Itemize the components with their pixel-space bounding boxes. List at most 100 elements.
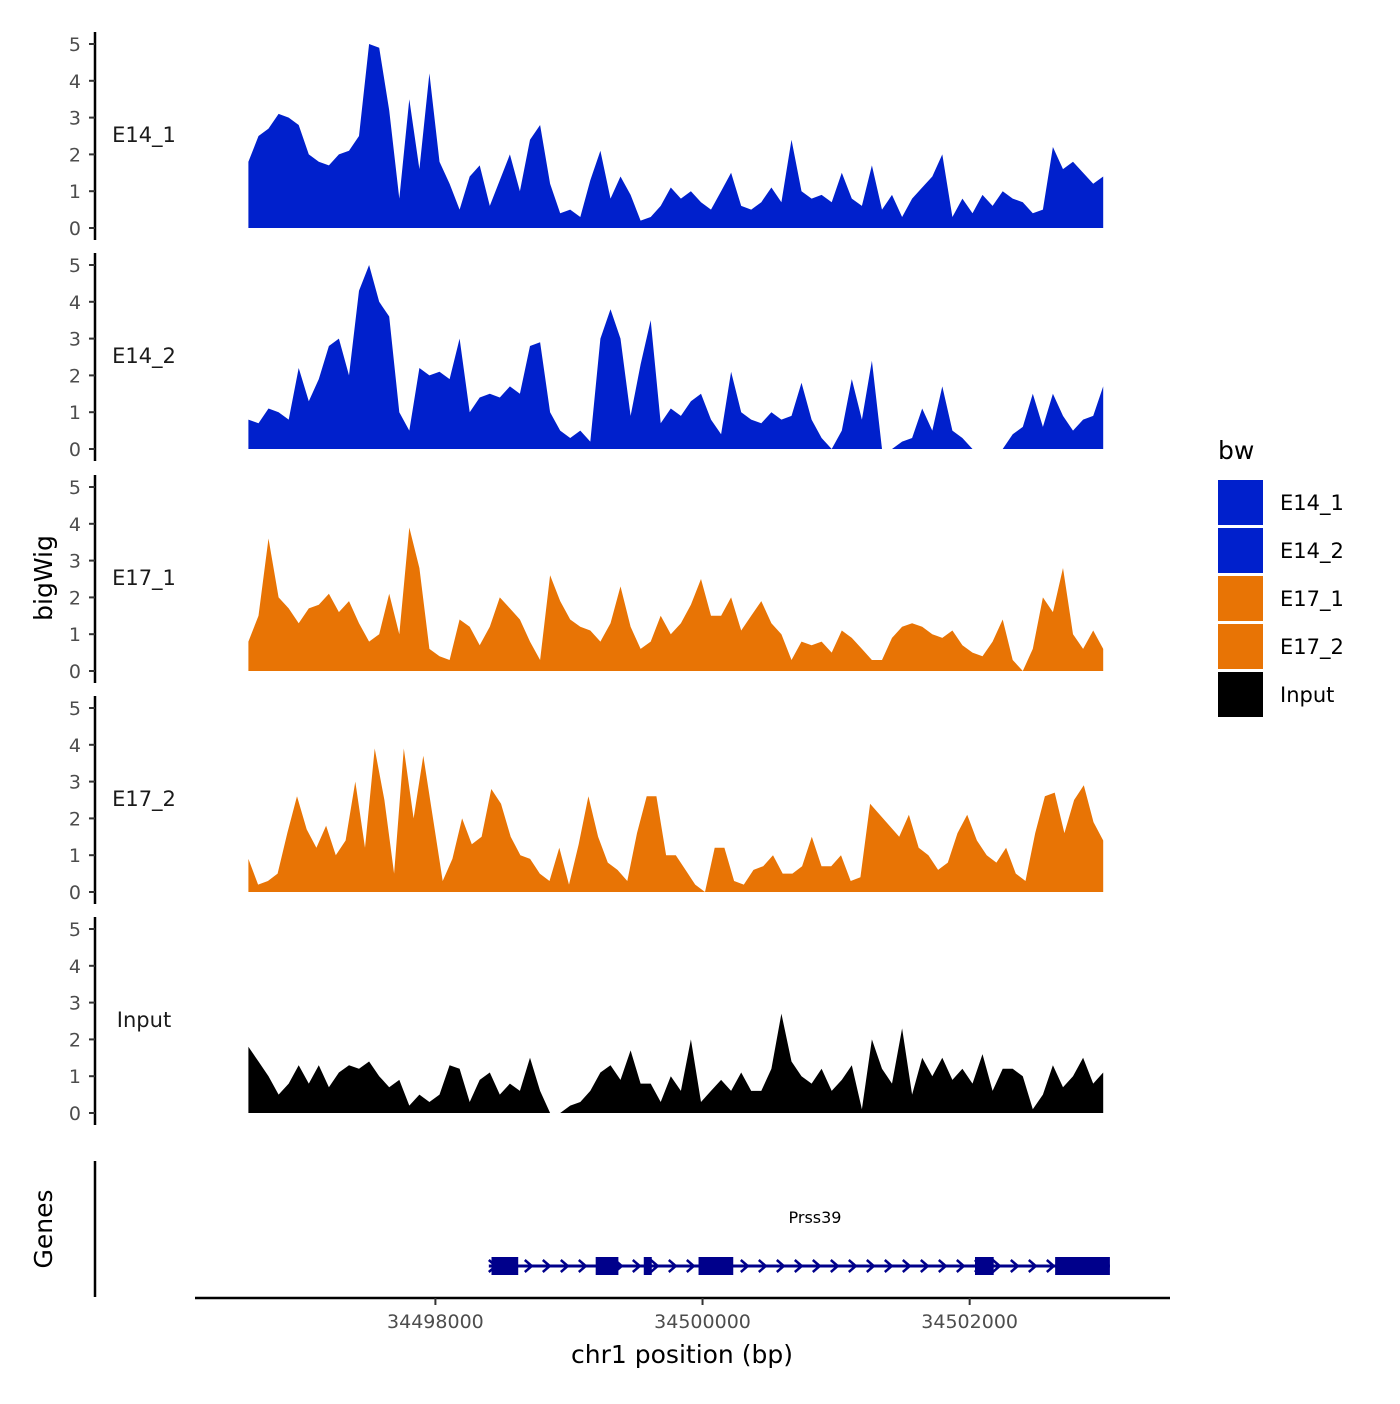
strand-arrow <box>649 1259 660 1273</box>
gene-name-label: Prss39 <box>789 1208 842 1227</box>
y-tick-label: 5 <box>69 255 81 277</box>
y-tick-label: 3 <box>69 108 81 130</box>
area-series-E17_1 <box>248 527 1104 671</box>
area-series-E14_2 <box>248 265 1104 449</box>
x-tick-label: 34500000 <box>654 1311 751 1333</box>
strand-arrow <box>937 1259 948 1273</box>
y-tick-label: 1 <box>69 1066 81 1088</box>
y-tick-label: 4 <box>69 735 81 757</box>
legend-swatch-E14_1 <box>1218 480 1263 525</box>
y-tick-label: 0 <box>69 439 81 461</box>
strand-arrow <box>757 1259 768 1273</box>
strand-arrow <box>793 1259 804 1273</box>
y-tick-label: 0 <box>69 218 81 240</box>
y-tick-label: 5 <box>69 477 81 499</box>
y-tick-label: 2 <box>69 365 81 387</box>
strand-arrow <box>919 1259 930 1273</box>
track-label: Input <box>117 1008 171 1032</box>
strand-arrow <box>991 1259 1002 1273</box>
x-tick-label: 34502000 <box>921 1311 1018 1333</box>
y-tick-label: 5 <box>69 919 81 941</box>
y-tick-label: 4 <box>69 292 81 314</box>
strand-arrow <box>1045 1259 1056 1273</box>
y-tick-label: 4 <box>69 956 81 978</box>
y-tick-label: 1 <box>69 402 81 424</box>
legend-title: bw <box>1218 436 1254 465</box>
track-E14_1: 0 1 2 3 4 5 E14_1 <box>69 32 1104 240</box>
legend-swatch-Input <box>1218 672 1263 717</box>
strand-arrow <box>577 1259 588 1273</box>
y-tick-label: 0 <box>69 1103 81 1125</box>
legend-label: E14_2 <box>1280 539 1344 564</box>
strand-arrow <box>775 1259 786 1273</box>
x-axis: 34498000 34500000 34502000 <box>195 1296 1170 1333</box>
strand-arrow <box>847 1259 858 1273</box>
y-tick-label: 1 <box>69 624 81 646</box>
gene-exon <box>975 1257 994 1275</box>
y-tick-label: 2 <box>69 144 81 166</box>
y-tick-label: 3 <box>69 772 81 794</box>
y-tick-label: 3 <box>69 993 81 1015</box>
area-series-E14_1 <box>248 44 1104 228</box>
strand-arrow <box>523 1259 534 1273</box>
gene-exon <box>643 1257 652 1275</box>
track-E17_1: 0 1 2 3 4 5 E17_1 <box>69 475 1104 683</box>
y-tick-label: 2 <box>69 587 81 609</box>
genes-axis-title: Genes <box>29 1189 58 1268</box>
axis-titles: bigWig Genes chr1 position (bp) <box>29 535 793 1369</box>
strand-arrow <box>739 1259 750 1273</box>
y-tick-label: 2 <box>69 1029 81 1051</box>
strand-arrow <box>829 1259 840 1273</box>
y-axis-title: bigWig <box>29 535 58 621</box>
legend-swatch-E14_2 <box>1218 528 1263 573</box>
strand-arrow <box>1027 1259 1038 1273</box>
tracks-layer: 0 1 2 3 4 5 E14_1 0 1 2 3 4 5 E14_2 0 1 2 3 4 5 E17_1 0 1 2 3 4 5 E… <box>69 32 1104 1125</box>
strand-arrow <box>1009 1259 1020 1273</box>
legend-label: E17_1 <box>1280 587 1344 612</box>
y-tick-label: 4 <box>69 71 81 93</box>
track-label: E14_2 <box>112 344 176 369</box>
strand-arrow <box>685 1259 696 1273</box>
area-series-Input <box>248 1013 1104 1113</box>
strand-arrow <box>955 1259 966 1273</box>
legend-label: E17_2 <box>1280 635 1344 660</box>
strand-arrow <box>901 1259 912 1273</box>
y-tick-label: 5 <box>69 34 81 56</box>
genes-layer: Prss39 <box>93 1161 1110 1297</box>
gene-exon <box>595 1257 619 1275</box>
area-series-E17_2 <box>248 748 1104 892</box>
track-E14_2: 0 1 2 3 4 5 E14_2 <box>69 253 1104 461</box>
y-tick-label: 4 <box>69 514 81 536</box>
legend-label: E14_1 <box>1280 491 1344 516</box>
strand-arrow <box>667 1259 678 1273</box>
y-tick-label: 3 <box>69 329 81 351</box>
strand-arrow <box>631 1259 642 1273</box>
strand-arrow <box>883 1259 894 1273</box>
track-Input: 0 1 2 3 4 5 Input <box>69 917 1104 1125</box>
legend: bw E14_1 E14_2 E17_1 E17_2 Input <box>1218 436 1344 717</box>
gene-exon <box>1055 1257 1110 1275</box>
legend-swatch-E17_1 <box>1218 576 1263 621</box>
x-axis-title: chr1 position (bp) <box>571 1340 793 1369</box>
strand-arrow <box>541 1259 552 1273</box>
y-tick-label: 0 <box>69 661 81 683</box>
strand-arrow <box>811 1259 822 1273</box>
y-tick-label: 1 <box>69 181 81 203</box>
track-E17_2: 0 1 2 3 4 5 E17_2 <box>69 696 1104 904</box>
strand-arrow <box>865 1259 876 1273</box>
x-tick-label: 34498000 <box>387 1311 484 1333</box>
track-label: E17_2 <box>112 787 176 812</box>
gene-exon <box>491 1257 519 1275</box>
legend-label: Input <box>1280 683 1334 707</box>
y-tick-label: 5 <box>69 698 81 720</box>
gene-exon <box>698 1257 734 1275</box>
y-tick-label: 2 <box>69 808 81 830</box>
y-tick-label: 0 <box>69 882 81 904</box>
y-tick-label: 3 <box>69 551 81 573</box>
y-tick-label: 1 <box>69 845 81 867</box>
strand-arrow <box>559 1259 570 1273</box>
track-label: E14_1 <box>112 123 176 148</box>
track-label: E17_1 <box>112 566 176 591</box>
